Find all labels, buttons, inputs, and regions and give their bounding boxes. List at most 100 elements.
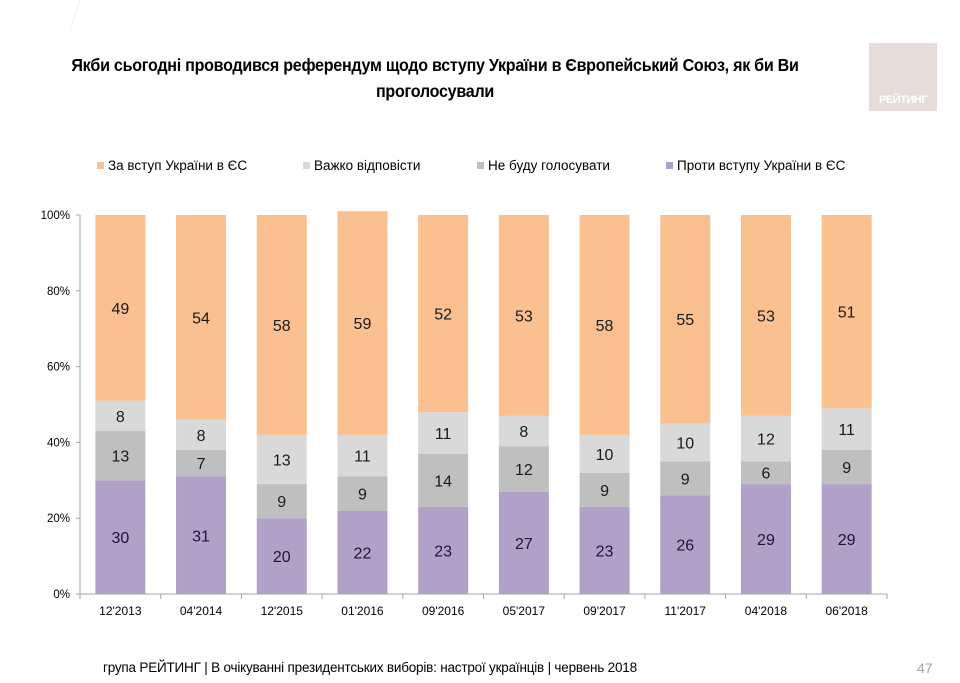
bar-segment-against	[660, 495, 711, 594]
bar-segment-hard-to-say	[256, 434, 307, 485]
bar-segment-hard-to-say	[821, 408, 872, 450]
bar-segment-for	[740, 215, 791, 416]
data-label: 13	[273, 452, 291, 469]
x-tick-label: 01'2016	[341, 604, 384, 618]
y-tick-label: 20%	[47, 513, 70, 525]
y-tick-label: 100%	[41, 210, 70, 222]
x-tick-label: 09'2016	[422, 604, 465, 618]
x-tick-label: 09'2017	[583, 604, 626, 618]
data-label: 54	[192, 310, 210, 327]
bar-segment-against	[579, 506, 630, 594]
bar-segment-for	[95, 215, 146, 401]
x-tick-label: 12'2015	[261, 604, 304, 618]
legend-swatch-against	[666, 162, 673, 169]
bar-segment-against	[498, 491, 549, 594]
legend-item-hard-to-say: Важко відповісти	[303, 158, 420, 173]
data-label: 53	[515, 308, 533, 325]
bar-segment-for	[821, 215, 872, 409]
legend-label-hard-to-say: Важко відповісти	[314, 158, 421, 173]
bar-segment-for	[579, 215, 630, 435]
bar-segment-for	[660, 215, 711, 424]
data-label: 59	[354, 316, 372, 333]
bar-segment-wont-vote	[256, 484, 307, 519]
y-tick-label: 60%	[47, 362, 70, 374]
data-label: 29	[838, 532, 856, 549]
bar-segment-for	[337, 211, 388, 435]
data-label: 8	[197, 428, 206, 445]
data-label: 11	[838, 422, 855, 439]
bar-segment-against	[740, 484, 791, 594]
bar-segment-wont-vote	[176, 449, 227, 477]
y-tick-label: 80%	[47, 286, 70, 298]
rating-logo: РЕЙТИНГ	[869, 43, 937, 111]
bar-segment-for	[418, 215, 469, 413]
x-tick-label: 04'2014	[180, 604, 223, 618]
legend-swatch-wont-vote	[477, 162, 484, 169]
legend-label-for: За вступ України в ЄС	[108, 158, 248, 173]
bar-segment-against	[418, 506, 469, 594]
data-label: 11	[435, 426, 452, 443]
data-label: 12	[515, 462, 533, 479]
data-label: 10	[596, 447, 614, 464]
data-label: 9	[600, 483, 609, 500]
data-label: 8	[519, 424, 528, 441]
bar-segment-hard-to-say	[337, 434, 388, 477]
data-label: 9	[842, 460, 851, 477]
bar-segment-for	[498, 215, 549, 416]
legend-item-wont-vote: Не буду голосувати	[477, 158, 610, 173]
bar-segment-wont-vote	[740, 461, 791, 485]
bar-segment-wont-vote	[660, 461, 711, 496]
legend-item-for: За вступ України в ЄС	[97, 158, 247, 173]
data-label: 8	[116, 409, 125, 426]
y-tick-label: 0%	[53, 589, 70, 601]
data-label: 10	[676, 435, 694, 452]
data-label: 6	[761, 466, 770, 483]
bar-segment-wont-vote	[498, 446, 549, 492]
data-label: 13	[111, 449, 129, 466]
data-label: 52	[434, 307, 452, 324]
data-label: 12	[757, 432, 775, 449]
data-label: 49	[111, 301, 129, 318]
legend-item-against: Проти вступу України в ЄС	[666, 158, 845, 173]
data-label: 27	[515, 536, 533, 553]
logo-text: РЕЙТИНГ	[879, 94, 927, 106]
data-label: 14	[434, 473, 452, 490]
data-label: 55	[676, 312, 694, 329]
legend-label-wont-vote: Не буду голосувати	[488, 158, 610, 173]
data-label: 9	[277, 494, 286, 511]
bar-segment-wont-vote	[821, 449, 872, 485]
legend-label-against: Проти вступу України в ЄС	[677, 158, 846, 173]
bar-segment-hard-to-say	[660, 423, 711, 462]
footer-text: група РЕЙТИНГ | В очікуванні президентсь…	[103, 660, 637, 675]
bar-segment-wont-vote	[579, 472, 630, 507]
data-label: 58	[273, 318, 291, 335]
bar-segment-hard-to-say	[498, 415, 549, 447]
slide-title-line-1: Якби сьогодні проводився референдум щодо…	[71, 55, 799, 75]
data-label: 26	[676, 538, 694, 555]
bar-segment-against	[95, 480, 146, 594]
bar-segment-hard-to-say	[579, 434, 630, 473]
legend-swatch-for	[97, 162, 104, 169]
bar-segment-against	[256, 518, 307, 594]
bar-segment-against	[821, 484, 872, 594]
bar-segment-hard-to-say	[418, 412, 469, 454]
bar-segment-wont-vote	[418, 453, 469, 507]
bar-segment-for	[256, 215, 307, 435]
data-label: 23	[596, 543, 614, 560]
x-tick-label: 11'2017	[665, 604, 707, 618]
data-label: 23	[434, 543, 452, 560]
data-label: 53	[757, 308, 775, 325]
data-label: 30	[111, 530, 129, 547]
data-label: 9	[358, 487, 367, 504]
data-label: 51	[838, 305, 856, 322]
bar-segment-against	[176, 476, 227, 594]
data-label: 31	[192, 528, 210, 545]
slide-title: Якби сьогодні проводився референдум щодо…	[35, 52, 835, 104]
x-tick-label: 06'2018	[825, 604, 868, 618]
data-label: 7	[197, 456, 206, 473]
y-tick-label: 40%	[47, 437, 70, 449]
data-label: 9	[681, 471, 690, 488]
legend-swatch-hard-to-say	[303, 162, 310, 169]
